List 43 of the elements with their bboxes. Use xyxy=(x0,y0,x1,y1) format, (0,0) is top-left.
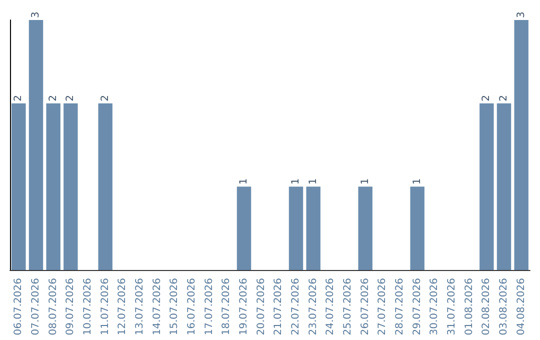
x-tick-label: 17.07.2026 xyxy=(204,278,215,336)
x-tick-label: 15.07.2026 xyxy=(169,278,180,336)
x-tick-label: 19.07.2026 xyxy=(238,278,250,336)
x-tick-label: 27.07.2026 xyxy=(377,278,388,336)
x-tick-label: 04.08.2026 xyxy=(516,278,527,336)
data-label: 1 xyxy=(238,178,250,185)
x-tick-label: 25.07.2026 xyxy=(342,278,354,336)
x-tick-label: 24.07.2026 xyxy=(325,278,336,336)
x-tick-label: 03.08.2026 xyxy=(498,278,510,336)
data-label: 3 xyxy=(516,12,527,18)
x-tick-label: 31.07.2026 xyxy=(446,278,458,336)
data-label: 3 xyxy=(30,12,42,18)
data-label: 2 xyxy=(481,94,492,102)
data-label: 1 xyxy=(290,178,302,185)
x-tick-label: 22.07.2026 xyxy=(290,278,302,336)
x-tick-label: 20.07.2026 xyxy=(256,278,267,336)
x-tick-label: 09.07.2026 xyxy=(65,278,76,336)
data-label: 1 xyxy=(360,178,371,185)
x-tick-label: 26.07.2026 xyxy=(360,278,371,336)
x-tick-label: 18.07.2026 xyxy=(221,278,232,336)
x-tick-label: 14.07.2026 xyxy=(152,278,163,336)
data-label: 2 xyxy=(13,94,24,102)
x-tick-label: 23.07.2026 xyxy=(308,278,319,336)
x-tick-label: 08.07.2026 xyxy=(48,278,59,336)
x-tick-label: 12.07.2026 xyxy=(117,278,128,336)
data-label: 2 xyxy=(100,94,111,102)
x-tick-label: 10.07.2026 xyxy=(82,278,94,336)
x-tick-label: 21.07.2026 xyxy=(273,278,284,336)
x-tick-label: 16.07.2026 xyxy=(186,278,198,336)
x-tick-label: 02.08.2026 xyxy=(481,278,492,336)
x-tick-label: 06.07.2026 xyxy=(13,278,24,336)
x-tick-label: 29.07.2026 xyxy=(412,278,423,336)
data-label: 2 xyxy=(498,94,510,102)
x-tick-label: 30.07.2026 xyxy=(429,278,440,336)
x-tick-label: 13.07.2026 xyxy=(134,278,146,336)
data-label: 2 xyxy=(48,94,59,102)
x-tick-label: 01.08.2026 xyxy=(464,278,475,336)
data-label: 1 xyxy=(308,178,319,185)
data-label: 1 xyxy=(412,178,423,185)
x-tick-label: 07.07.2026 xyxy=(30,278,42,336)
data-label: 2 xyxy=(65,94,76,102)
x-tick-label: 11.07.2026 xyxy=(100,278,111,336)
x-tick-label: 28.07.2026 xyxy=(394,278,406,336)
